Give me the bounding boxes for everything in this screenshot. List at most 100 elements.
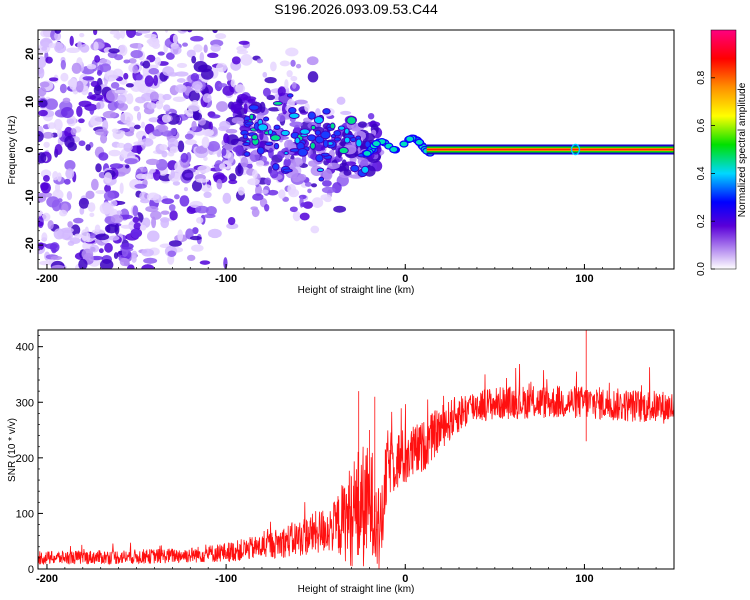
spectrogram-blob — [104, 184, 111, 193]
spectrogram-blob — [243, 103, 248, 115]
spectrogram-blob — [192, 112, 203, 121]
spectrogram-blob — [195, 178, 210, 183]
spectrogram-blob — [162, 93, 172, 101]
spectrogram-blob — [193, 44, 203, 53]
spectrogram-blob — [212, 30, 218, 34]
spectrogram-blob — [259, 101, 266, 113]
spectrogram-blob — [264, 204, 270, 212]
spectrogram-blob — [142, 60, 151, 69]
spectrogram-blob — [165, 52, 175, 60]
spectrogram-blob — [78, 258, 88, 269]
spectrogram-blob — [134, 73, 143, 81]
spectrogram-blob — [62, 97, 71, 104]
spectrogram-blob — [158, 125, 166, 133]
spectrogram-blob — [144, 33, 157, 39]
spectrogram-core — [297, 147, 309, 157]
spectrogram-blob — [216, 101, 229, 112]
spectrogram-blob — [255, 114, 264, 120]
spectrogram-blob — [42, 131, 54, 139]
spectrogram-blob — [87, 202, 96, 213]
spectrogram-blob — [191, 120, 197, 132]
spectrogram-blob — [321, 180, 332, 187]
spectrogram-blob — [289, 206, 298, 213]
spectrogram-core — [242, 133, 248, 140]
spectrogram-blob — [59, 209, 68, 217]
spectrogram-blob — [96, 102, 101, 110]
spectrogram-core — [405, 135, 415, 143]
spectrogram-blob — [146, 230, 160, 242]
spectrogram-blob — [307, 160, 318, 167]
spectrogram-blob — [208, 114, 221, 119]
spectrogram-blob — [230, 101, 242, 114]
spectrogram-blob — [124, 158, 138, 165]
spectrogram-blob — [130, 49, 143, 59]
colorbar-tick-label: 0.8 — [696, 70, 707, 84]
spectrogram-blob — [247, 98, 256, 104]
spectrogram-blob — [80, 229, 89, 241]
spectrogram-blob — [99, 202, 113, 215]
spectrogram-core — [280, 129, 290, 137]
spectrogram-blob — [146, 102, 157, 110]
spectrogram-blob — [43, 141, 50, 148]
spectrogram-blob — [225, 128, 238, 134]
spectrogram-core — [248, 104, 260, 111]
spectrogram-blob — [131, 255, 137, 263]
spectrogram-blob — [125, 83, 134, 88]
spectrogram-blob — [75, 80, 84, 93]
spectrogram-blob — [95, 163, 102, 173]
spectrogram-blob — [222, 192, 232, 204]
spectrogram-blob — [90, 80, 100, 88]
spectrogram-core — [244, 121, 254, 126]
spectrogram-blob — [106, 89, 119, 102]
spectrogram-blob — [171, 20, 181, 27]
spectrogram-blob — [60, 106, 74, 118]
spectrogram-blob — [162, 8, 172, 17]
spectrogram-blob — [114, 89, 128, 94]
spectrogram-core — [322, 108, 331, 115]
spectrogram-blob — [292, 176, 302, 183]
spectrogram-blob — [198, 293, 212, 304]
spectrogram-blob — [207, 228, 222, 239]
spectrogram-blob — [120, 224, 135, 229]
spectrogram-blob — [269, 169, 279, 179]
spectrogram-blob — [226, 134, 239, 146]
spectrogram-blob — [57, 128, 63, 138]
spectrogram-blob — [351, 127, 362, 132]
spectrogram-blob — [38, 221, 44, 227]
spectrogram-blob — [133, 141, 144, 146]
spectrogram-blob — [128, 58, 137, 64]
spectrogram-blob — [189, 6, 202, 13]
spectrogram-blob — [118, 44, 128, 57]
spectrogram-blob — [262, 71, 268, 78]
spectrogram-blob — [104, 242, 113, 253]
spectrogram-blob — [104, 70, 118, 82]
spectrogram-blob — [159, 217, 170, 223]
spectrogram-core — [283, 151, 289, 156]
spectrogram-blob — [155, 100, 164, 110]
spectrogram-blob — [343, 169, 352, 176]
spectrogram-blob — [186, 205, 197, 215]
spectrogram-blob — [231, 56, 241, 65]
spectrogram-blob — [59, 83, 67, 94]
spectrogram-blob — [199, 260, 211, 265]
spectrogram-blob — [177, 229, 184, 242]
spectrogram-blob — [250, 206, 259, 211]
spectrogram-blob — [116, 142, 126, 149]
y-tick-label: 200 — [16, 453, 34, 465]
spectrogram-blob — [179, 195, 190, 207]
spectrogram-blob — [191, 244, 204, 252]
spectrogram-blob — [283, 158, 291, 167]
spectrogram-core — [318, 176, 325, 182]
spectrogram-blob — [114, 130, 126, 135]
spectrogram-core — [310, 124, 317, 131]
spectrogram-blob — [132, 205, 139, 217]
spectrogram-blob — [174, 71, 189, 77]
spectrogram-blob — [174, 194, 180, 200]
spectrogram-blob — [95, 233, 110, 241]
spectrogram-blob — [64, 178, 71, 185]
spectrogram-blob — [278, 189, 286, 199]
spectrogram-blob — [62, 229, 74, 241]
spectrogram-blob — [125, 93, 134, 105]
spectrogram-blob — [333, 205, 347, 213]
y-tick-label: -10 — [24, 189, 36, 205]
